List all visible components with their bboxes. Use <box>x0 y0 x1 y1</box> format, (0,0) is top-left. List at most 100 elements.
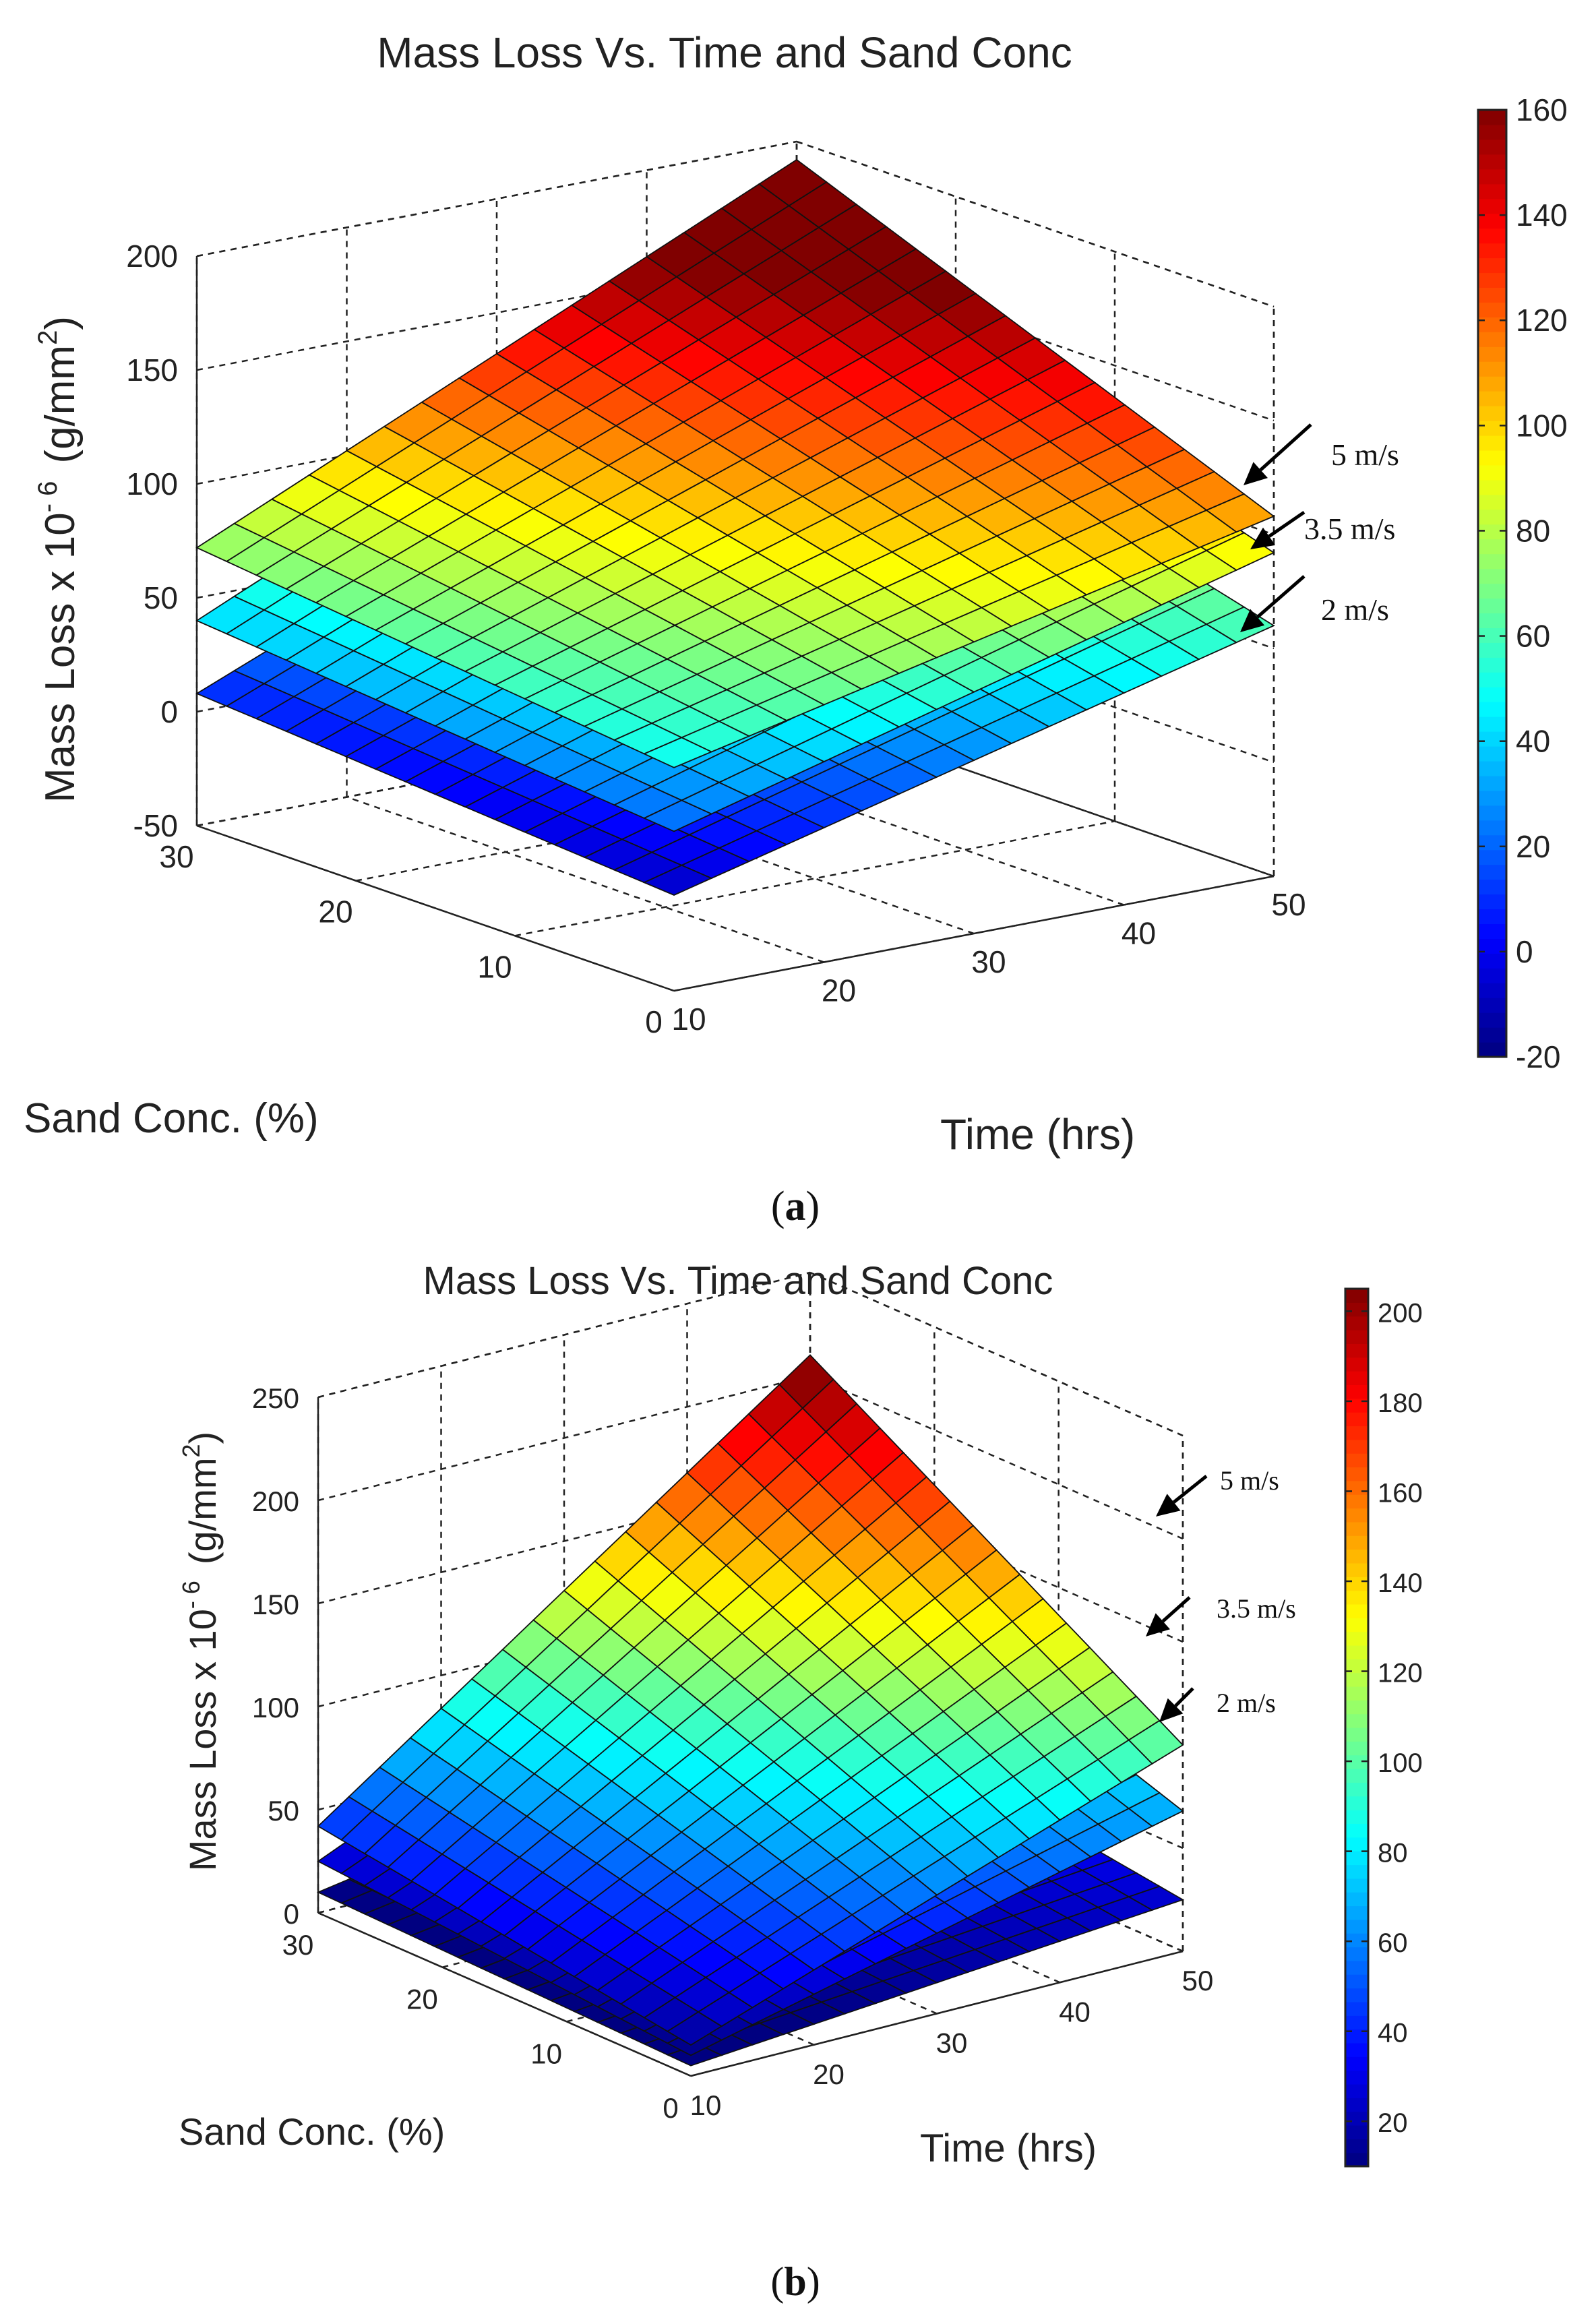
colorbar-segment <box>1478 509 1506 525</box>
sand-tick-label: 20 <box>406 1984 438 2015</box>
colorbar-tick-label: 20 <box>1378 2108 1408 2138</box>
colorbar-segment <box>1345 1467 1368 1481</box>
colorbar-segment <box>1345 1810 1368 1824</box>
colorbar-segment <box>1478 272 1506 288</box>
colorbar-segment <box>1478 716 1506 732</box>
colorbar-segment <box>1478 464 1506 481</box>
colorbar-segment <box>1478 494 1506 510</box>
colorbar-segment <box>1345 1947 1368 1961</box>
colorbar-segment <box>1478 1012 1506 1028</box>
time-tick-label: 30 <box>971 944 1006 979</box>
colorbar-segment <box>1345 1521 1368 1536</box>
colorbar-segment <box>1345 1864 1368 1879</box>
colorbar-segment <box>1478 657 1506 673</box>
colorbar-segment <box>1478 805 1506 821</box>
chart-b-caption: (b) <box>770 2259 820 2304</box>
colorbar-segment <box>1478 376 1506 392</box>
colorbar-segment <box>1345 1590 1368 1605</box>
grid-line-time <box>646 739 1124 906</box>
chart-b-ylabel: Sand Conc. (%) <box>179 2110 445 2153</box>
chart-b-annotations: 5 m/s 3.5 m/s 2 m/s <box>1146 1465 1296 1722</box>
z-tick-label: 250 <box>252 1382 299 1414</box>
colorbar-tick-label: 40 <box>1516 724 1550 759</box>
colorbar-segment <box>1345 1659 1368 1674</box>
colorbar-segment <box>1478 938 1506 954</box>
colorbar-tick-label: 160 <box>1378 1478 1423 1508</box>
colorbar-tick-label: 20 <box>1516 829 1550 864</box>
grid-line-z <box>196 140 797 257</box>
colorbar-segment <box>1478 834 1506 851</box>
sand-tick-label: 10 <box>477 949 512 984</box>
colorbar-segment <box>1345 2098 1368 2112</box>
colorbar-segment <box>1478 849 1506 865</box>
chart-panel-a: -50 0 50 100 150 200 10 20 30 40 50 0 10 20 30 5 m/s 3.… <box>24 28 1568 1229</box>
colorbar-segment <box>1478 406 1506 421</box>
colorbar-segment <box>1345 1439 1368 1454</box>
chart-a-zlabel-unit-sup: 2 <box>33 330 63 345</box>
colorbar-frame <box>1344 1287 1370 2168</box>
z-tick-label: 150 <box>252 1589 299 1620</box>
speed-arrow-shaft <box>1172 1475 1208 1504</box>
colorbar-segment <box>1478 198 1506 214</box>
grid-line-sand <box>514 820 1115 937</box>
colorbar-segment <box>1345 1892 1368 1907</box>
chart-b-zlabel-unit-close: ) <box>181 1432 224 1444</box>
grid-line-time <box>196 824 675 992</box>
colorbar-segment <box>1345 2124 1368 2139</box>
speed-label: 3.5 m/s <box>1217 1593 1296 1624</box>
colorbar-segment <box>1478 820 1506 836</box>
chart-b-zlabel-unit-open: (g/mm <box>181 1457 224 1564</box>
colorbar-segment <box>1478 760 1506 776</box>
colorbar-tick-label: 160 <box>1516 92 1568 127</box>
colorbar-segment <box>1345 1769 1368 1783</box>
colorbar-segment <box>1345 1426 1368 1440</box>
time-tick-label: 40 <box>1059 1996 1091 2027</box>
colorbar-segment <box>1478 228 1506 244</box>
colorbar-segment <box>1478 421 1506 436</box>
z-tick-label: -50 <box>133 808 178 843</box>
chart-b-svg: 0 50 100 150 200 250 10 20 30 40 50 0 10 20 30 5 m/s 3.… <box>177 1259 1423 2304</box>
colorbar-segment <box>1478 391 1506 406</box>
z-tick-label: 50 <box>268 1795 299 1827</box>
colorbar-segment <box>1345 2111 1368 2126</box>
colorbar-segment <box>1345 2001 1368 2016</box>
grid-line-sand <box>690 1950 1184 2077</box>
chart-b-zlabel-main: Mass Loss x 10 <box>181 1609 224 1871</box>
speed-arrow-shaft <box>1174 1687 1194 1707</box>
colorbar-segment <box>1345 1672 1368 1687</box>
colorbar-segment <box>1478 923 1506 939</box>
colorbar-segment <box>1478 1042 1506 1058</box>
speed-arrow-shaft <box>1256 575 1306 619</box>
time-tick-label: 10 <box>690 2089 722 2121</box>
colorbar-segment <box>1345 2083 1368 2098</box>
colorbar-segment <box>1345 1562 1368 1577</box>
colorbar-segment <box>1345 1549 1368 1564</box>
colorbar-segment <box>1478 257 1506 274</box>
colorbar-segment <box>1345 1330 1368 1344</box>
colorbar-segment <box>1345 1878 1368 1893</box>
chart-panel-b: 0 50 100 150 200 250 10 20 30 40 50 0 10 20 30 5 m/s 3.… <box>0 1247 1596 2324</box>
chart-b-zlabel: Mass Loss x 10- 6 (g/mm2) <box>177 1432 224 1871</box>
colorbar-segment <box>1478 745 1506 762</box>
colorbar-segment <box>1345 1603 1368 1618</box>
chart-a-title: Mass Loss Vs. Time and Sand Conc <box>377 28 1072 77</box>
colorbar-segment <box>1345 1577 1368 1591</box>
colorbar-segment <box>1345 1754 1368 1769</box>
colorbar-segment <box>1478 169 1506 185</box>
chart-b-zlabel-exp: - 6 <box>177 1581 205 1609</box>
colorbar-segment <box>1478 628 1506 643</box>
colorbar-segment <box>1478 361 1506 377</box>
chart-a-caption: (a) <box>771 1184 820 1229</box>
colorbar-tick-label: 120 <box>1516 303 1568 338</box>
colorbar-segment <box>1478 124 1506 140</box>
chart-a-zlabel-unit-close: ) <box>37 316 84 330</box>
chart-b-surfaces <box>316 1354 1185 2067</box>
sand-tick-label: 0 <box>645 1004 663 1039</box>
speed-arrow-head <box>1244 462 1268 485</box>
speed-arrow-head <box>1250 527 1276 549</box>
sand-tick-label: 30 <box>159 839 193 874</box>
chart-b-xlabel: Time (hrs) <box>920 2127 1097 2170</box>
z-tick-label: 200 <box>252 1486 299 1517</box>
grid-line-sand <box>673 875 1275 992</box>
